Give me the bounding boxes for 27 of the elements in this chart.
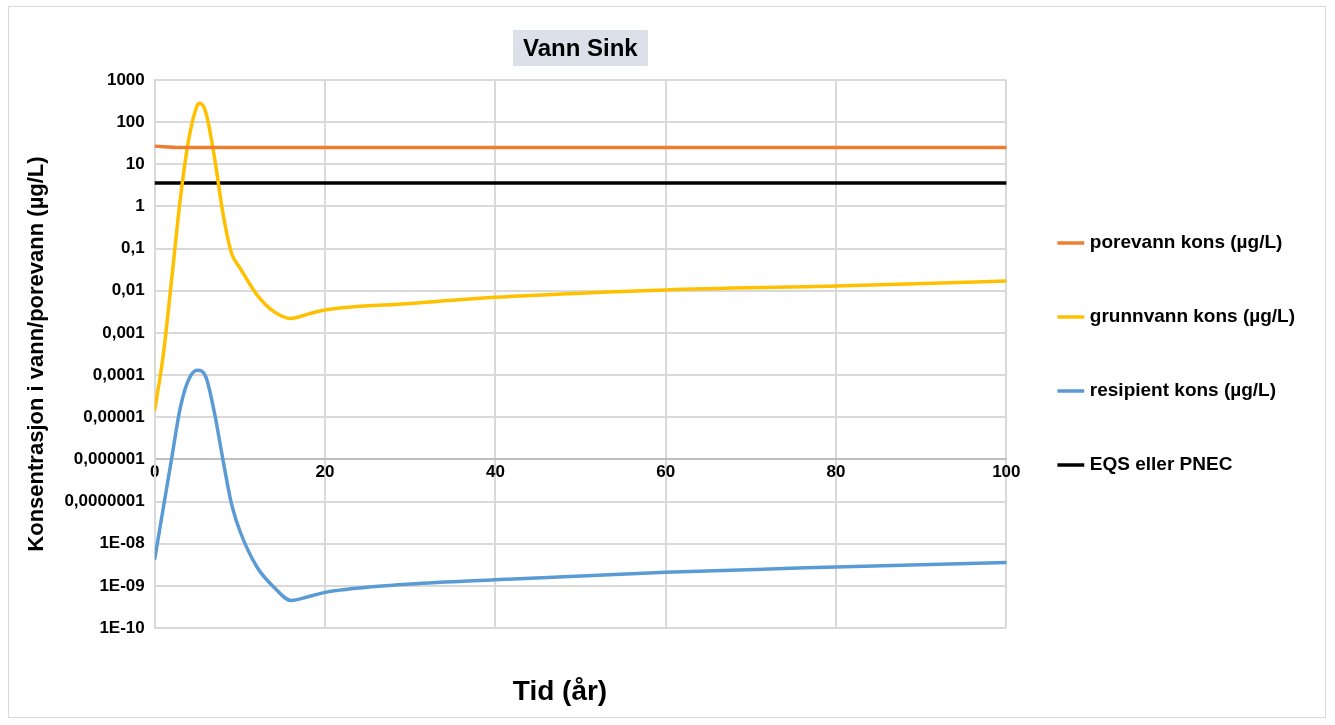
legend-label: resipient kons (µg/L): [1089, 379, 1277, 401]
x-tick-label: 40: [485, 462, 505, 482]
y-tick-label: 0,01: [111, 280, 145, 300]
chart-title: Vann Sink: [513, 30, 648, 66]
y-tick-label: 100: [116, 111, 145, 131]
y-tick-label: 0,0001: [92, 364, 145, 384]
x-tick-label: 20: [315, 462, 335, 482]
y-tick-label: 0,1: [121, 238, 145, 258]
y-tick-label: 1: [135, 196, 145, 216]
y-tick-label: 0,0000001: [64, 491, 145, 511]
y-axis-title: Konsentrasjon i vann/porevann (µg/L): [23, 156, 49, 552]
y-tick-label: 1E-09: [99, 575, 145, 595]
y-tick-label: 1E-08: [99, 533, 145, 553]
legend-label: EQS eller PNEC: [1089, 453, 1233, 475]
legend-label: grunnvann kons (µg/L): [1089, 305, 1296, 327]
y-tick-label: 10: [125, 154, 145, 173]
y-tick-label: 1E-10: [99, 617, 145, 637]
legend-label: porevann kons (µg/L): [1089, 231, 1283, 253]
x-axis-title: Tid (år): [511, 675, 609, 707]
x-tick-label: 60: [656, 462, 676, 482]
y-tick-label: 0,001: [102, 322, 145, 342]
y-tick-label: 0,00001: [83, 406, 145, 426]
line-series: [154, 101, 1007, 412]
x-tick-label: 100: [992, 462, 1021, 482]
y-tick-label: 1000: [106, 69, 145, 89]
x-tick-label: 80: [826, 462, 846, 482]
y-tick-label: 0,000001: [73, 449, 145, 469]
